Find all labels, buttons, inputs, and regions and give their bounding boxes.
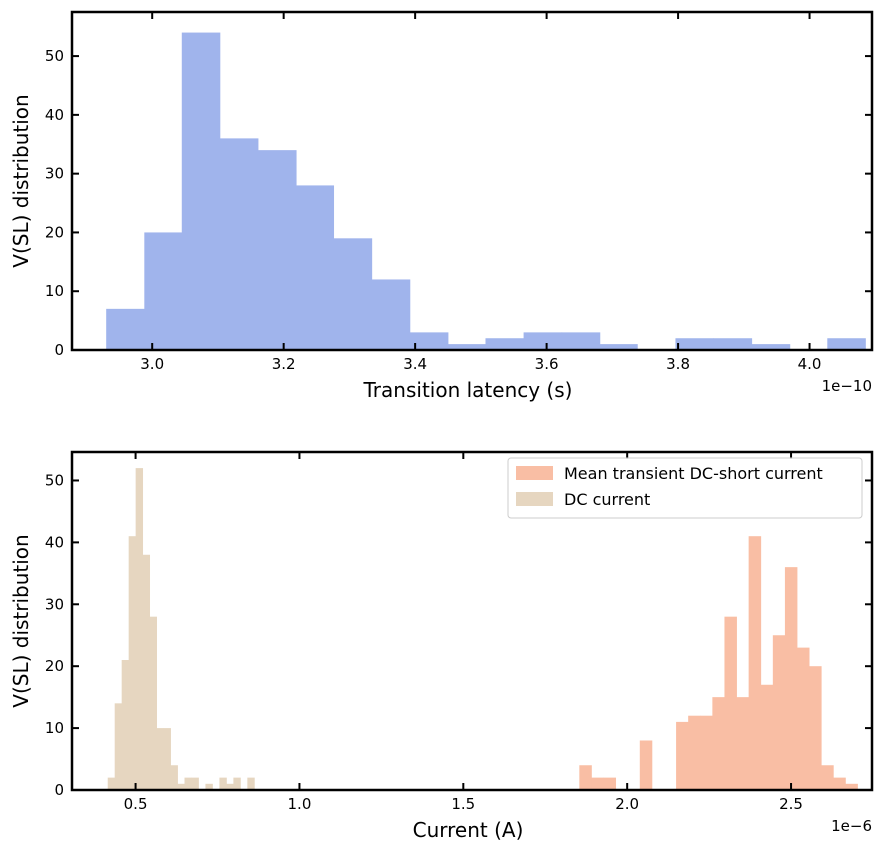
y-tick-label: 10 [45, 719, 64, 737]
histogram-bar [579, 765, 592, 790]
x-tick-label: 3.4 [403, 355, 427, 373]
y-tick-label: 20 [45, 657, 64, 675]
x-tick-label: 3.0 [140, 355, 164, 373]
histogram-bar [561, 332, 601, 350]
histogram-bar [485, 338, 525, 350]
plot-frame [70, 450, 874, 792]
histogram-bar [107, 777, 116, 790]
histogram-bar [333, 238, 373, 350]
histogram-bar [177, 783, 185, 790]
x-tick-label: 3.6 [535, 355, 559, 373]
histogram-bar [599, 344, 638, 350]
histogram-bar [712, 697, 725, 790]
y-tick-label: 20 [45, 223, 64, 241]
histogram-bar [371, 279, 411, 350]
y-axis-label: V(SL) distribution [9, 94, 33, 267]
bottom-histogram-panel: 0.5 1.0 1.5 2.0 2.5 0 10 20 30 40 50 Current (A) V(S… [9, 450, 874, 842]
histogram-bar [184, 777, 192, 790]
x-tick-label: 3.8 [666, 355, 690, 373]
histogram-bar [784, 567, 798, 790]
histogram-bar [603, 777, 617, 790]
y-tick-label: 40 [45, 106, 64, 124]
histogram-bar [772, 635, 786, 790]
histogram-bar [736, 697, 750, 790]
histogram-bar [676, 721, 689, 790]
histogram-bar [226, 783, 234, 790]
x-tick-label: 0.5 [124, 795, 148, 813]
legend-swatch [516, 466, 553, 480]
top-histogram-panel: 3.0 3.2 3.4 3.6 3.8 4.0 0 10 20 30 40 50 Transition … [9, 10, 874, 402]
series-0-bars [106, 32, 866, 350]
histogram-bar [247, 777, 255, 790]
histogram-bar [114, 703, 123, 790]
histogram-bar [797, 647, 810, 790]
histogram-bar [713, 338, 753, 350]
x-offset-label: 1e−6 [831, 817, 872, 835]
histogram-bar [809, 666, 822, 790]
histogram-bar [144, 232, 183, 350]
y-tick-label: 40 [45, 533, 64, 551]
histogram-bar [409, 332, 449, 350]
x-axis-label: Transition latency (s) [363, 378, 573, 402]
y-axis-label: V(SL) distribution [9, 534, 33, 707]
y-tick-label: 0 [54, 781, 64, 799]
histogram-bar [827, 338, 866, 350]
x-tick-label: 4.0 [798, 355, 822, 373]
histogram-bar [258, 150, 297, 350]
histogram-bar [219, 138, 259, 350]
y-tick-label: 50 [45, 471, 64, 489]
x-tick-label: 2.0 [615, 795, 639, 813]
y-tick-label: 0 [54, 341, 64, 359]
series-0-bars [579, 536, 858, 790]
x-tick-label: 2.5 [779, 795, 803, 813]
histogram-bar [121, 660, 130, 790]
histogram-bar [170, 765, 178, 790]
legend-label: Mean transient DC-short current [564, 464, 823, 483]
histogram-bar [191, 777, 199, 790]
histogram-bar [748, 536, 762, 790]
histogram-bar [700, 715, 713, 790]
histogram-bar [675, 338, 714, 350]
histogram-bar [845, 783, 858, 790]
histogram-bar [233, 777, 241, 790]
histogram-bar [106, 308, 145, 350]
histogram-bar [135, 468, 144, 790]
x-tick-label: 1.0 [288, 795, 312, 813]
histogram-bar [128, 536, 137, 790]
histogram-bar [760, 684, 774, 790]
series-1-bars [107, 468, 255, 790]
histogram-bar [833, 777, 846, 790]
y-tick-label: 30 [45, 595, 64, 613]
histogram-bar [142, 554, 151, 790]
histogram-bar [639, 740, 653, 790]
histogram-bar [156, 728, 164, 790]
histogram-bar [296, 185, 335, 350]
plot-frame [70, 10, 874, 352]
y-tick-label: 10 [45, 282, 64, 300]
histogram-bar [219, 777, 227, 790]
legend-label: DC current [564, 490, 650, 509]
histogram-bar [205, 783, 213, 790]
legend-swatch [516, 492, 553, 506]
histogram-bar [448, 344, 486, 350]
y-tick-label: 30 [45, 165, 64, 183]
histogram-bar [181, 32, 221, 350]
histogram-bar [523, 332, 563, 350]
x-tick-label: 3.2 [272, 355, 296, 373]
x-axis-label: Current (A) [413, 818, 524, 842]
x-offset-label: 1e−10 [822, 377, 872, 395]
histogram-bar [821, 765, 834, 790]
histogram-bar [149, 616, 157, 790]
histogram-bar [591, 777, 604, 790]
histogram-bar [163, 728, 171, 790]
x-tick-label: 1.5 [451, 795, 475, 813]
histogram-bar [751, 344, 791, 350]
y-tick-label: 50 [45, 47, 64, 65]
legend-box [507, 457, 863, 519]
histogram-bar [724, 616, 737, 790]
histogram-bar [688, 715, 701, 790]
